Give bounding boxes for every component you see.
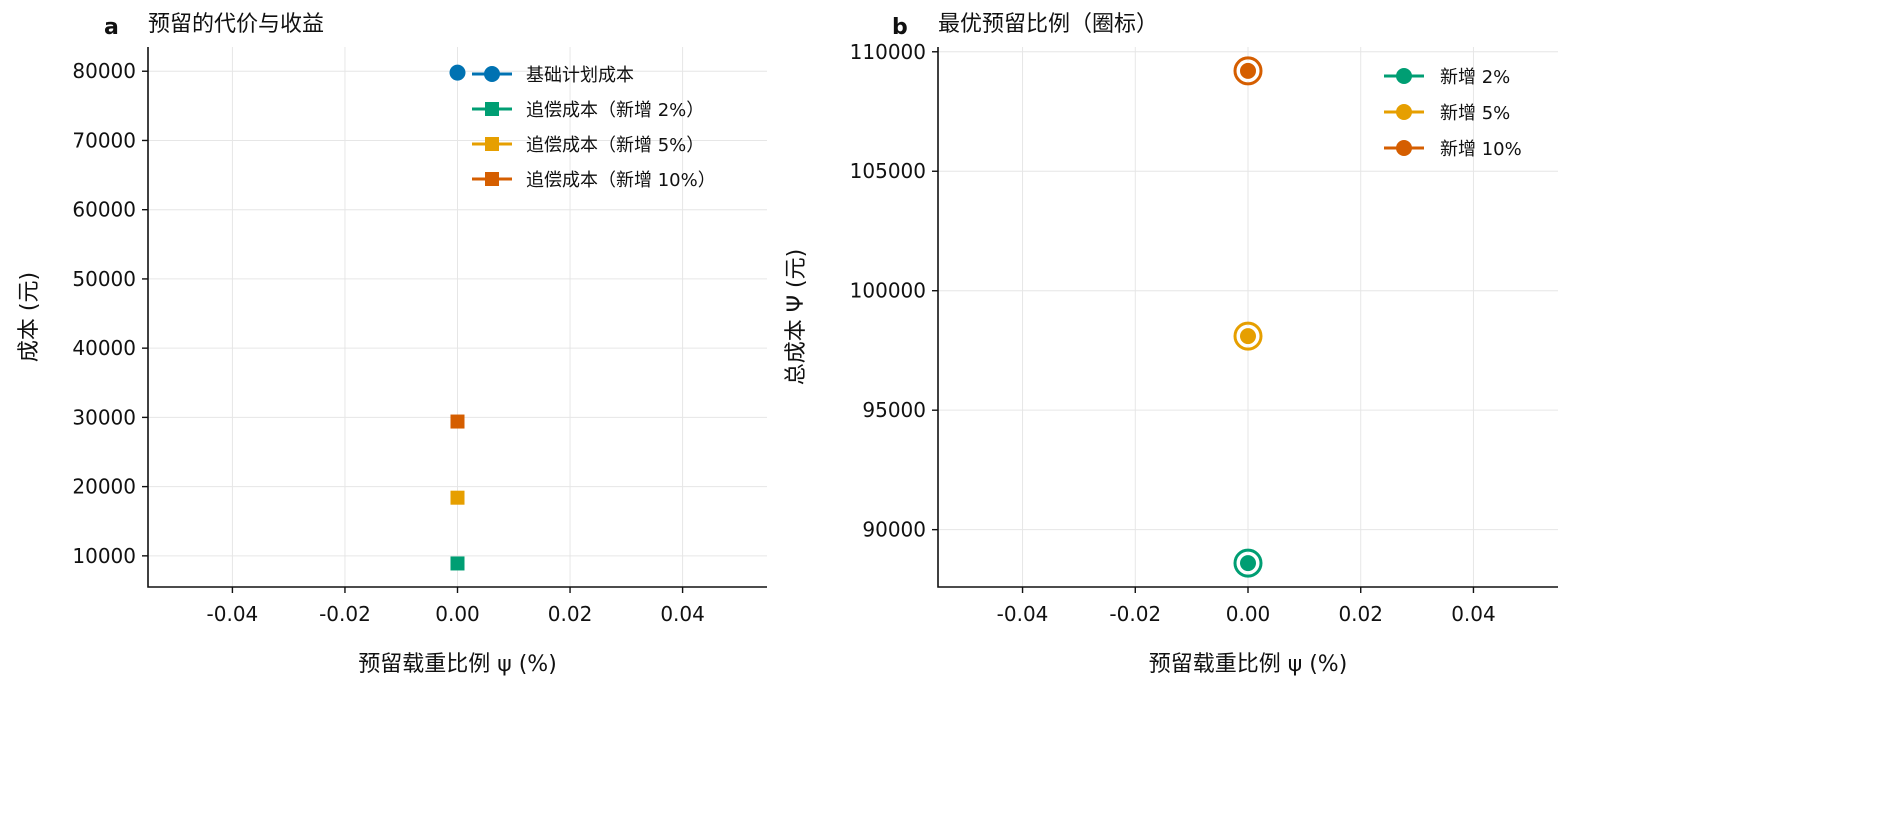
figure-canvas: -0.04 -0.02 0.00 0.02 0.04 10000 20000 30000 400… [17,12,1558,677]
panel-letter: a [104,15,119,40]
panel-b: -0.04 -0.02 0.00 0.02 0.04 90000 95000 100000 10… [784,12,1558,677]
legend-marker-circle [1396,140,1412,156]
x-axis-label: 预留载重比例 ψ (%) [1149,652,1348,677]
legend-marker-square [485,137,499,151]
y-tick-label: 20000 [72,475,136,499]
data-point-circle [1240,555,1256,572]
legend-marker-circle [1396,104,1412,120]
legend-label: 追偿成本（新增 10%） [526,170,716,191]
x-tick-label: 0.02 [548,602,593,626]
legend-item: 基础计划成本 [472,65,634,86]
data-point-square [450,556,465,571]
legend-label: 追偿成本（新增 2%） [526,100,704,121]
chart-title: 预留的代价与收益 [148,12,324,37]
legend-label: 新增 2% [1440,67,1510,88]
axis-spines [147,47,767,588]
y-tick-label: 105000 [850,159,926,183]
x-tick-label: -0.02 [1109,602,1161,626]
data-point-square [450,414,465,429]
y-tick-label: 95000 [862,398,926,422]
chart-title: 最优预留比例（圈标） [938,12,1158,37]
legend-item: 追偿成本（新增 10%） [472,170,716,191]
legend-item: 新增 2% [1384,67,1510,88]
y-tick-label: 40000 [72,336,136,360]
legend-marker-square [485,102,499,116]
data-point-square [450,490,465,505]
y-axis-label: 成本 (元) [17,272,42,362]
axis-spines [937,47,1558,588]
legend-item: 新增 5% [1384,103,1510,124]
y-tick-label: 10000 [72,544,136,568]
optimum-ring [1233,56,1263,86]
x-tick-label: 0.04 [1451,602,1496,626]
legend-item: 新增 10% [1384,139,1522,160]
y-tick-label: 100000 [850,279,926,303]
optimum-ring [1233,321,1263,351]
legend-item: 追偿成本（新增 5%） [472,135,704,156]
x-tick-label: -0.02 [319,602,371,626]
y-tick-label: 50000 [72,267,136,291]
optimum-ring [1233,548,1263,578]
y-tick-label: 110000 [850,40,926,64]
x-tick-label: 0.02 [1338,602,1383,626]
x-axis-label: 预留载重比例 ψ (%) [358,652,557,677]
y-tick-label: 60000 [72,198,136,222]
x-tick-label: 0.00 [435,602,480,626]
y-tick-label: 70000 [72,128,136,152]
x-tick-label: 0.04 [660,602,705,626]
legend: 新增 2% 新增 5% 新增 10% [1384,67,1522,160]
y-tick-label: 90000 [862,518,926,542]
y-tick-label: 80000 [72,59,136,83]
legend-label: 基础计划成本 [526,65,634,86]
legend-marker-circle [1396,68,1412,84]
y-axis-label: 总成本 Ψ (元) [784,249,809,385]
legend-label: 新增 10% [1440,139,1522,160]
data-point-circle [449,64,466,81]
panel-letter: b [892,15,908,40]
data-point-circle [1240,62,1256,79]
x-tick-label: -0.04 [207,602,259,626]
y-tick-label: 30000 [72,405,136,429]
legend-marker-circle [484,66,500,82]
data-point-circle [1240,328,1256,345]
legend-item: 追偿成本（新增 2%） [472,100,704,121]
figure: -0.04 -0.02 0.00 0.02 0.04 10000 20000 30000 400… [17,12,1558,677]
legend-label: 新增 5% [1440,103,1510,124]
x-tick-label: -0.04 [997,602,1049,626]
panel-a: -0.04 -0.02 0.00 0.02 0.04 10000 20000 30000 400… [17,12,767,677]
x-tick-label: 0.00 [1226,602,1271,626]
legend-marker-square [485,172,499,186]
legend-label: 追偿成本（新增 5%） [526,135,704,156]
